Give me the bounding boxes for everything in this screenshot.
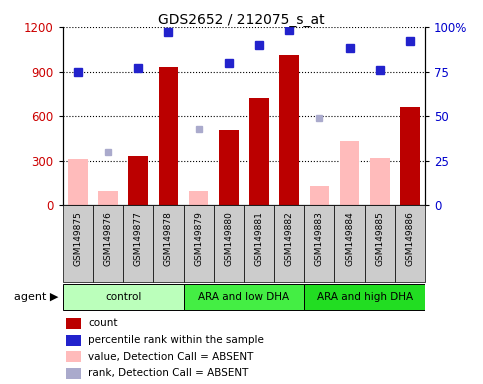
Text: GSM149881: GSM149881 — [255, 212, 264, 266]
Bar — [279, 55, 299, 205]
Text: GSM149875: GSM149875 — [73, 212, 83, 266]
Bar — [213, 205, 244, 282]
Bar — [67, 351, 81, 362]
Bar — [400, 107, 420, 205]
Bar — [158, 67, 178, 205]
Bar — [304, 284, 425, 310]
Text: rank, Detection Call = ABSENT: rank, Detection Call = ABSENT — [88, 368, 249, 378]
Text: GSM149886: GSM149886 — [405, 212, 414, 266]
Bar — [68, 159, 88, 205]
Bar — [249, 98, 269, 205]
Text: ARA and low DHA: ARA and low DHA — [199, 291, 289, 302]
Text: control: control — [105, 291, 142, 302]
Bar — [154, 205, 184, 282]
Text: GSM149883: GSM149883 — [315, 212, 324, 266]
Text: ARA and high DHA: ARA and high DHA — [316, 291, 413, 302]
Text: value, Detection Call = ABSENT: value, Detection Call = ABSENT — [88, 352, 254, 362]
Text: GDS2652 / 212075_s_at: GDS2652 / 212075_s_at — [158, 13, 325, 27]
Text: GSM149880: GSM149880 — [224, 212, 233, 266]
Bar — [219, 129, 239, 205]
Bar — [98, 191, 118, 205]
Bar — [63, 205, 93, 282]
Bar — [244, 205, 274, 282]
Text: GSM149879: GSM149879 — [194, 212, 203, 266]
Bar — [67, 368, 81, 379]
Bar — [340, 141, 359, 205]
Text: GSM149878: GSM149878 — [164, 212, 173, 266]
Bar — [128, 156, 148, 205]
Text: agent ▶: agent ▶ — [14, 291, 58, 302]
Bar — [274, 205, 304, 282]
Text: count: count — [88, 318, 118, 328]
Bar — [310, 186, 329, 205]
Bar — [334, 205, 365, 282]
Bar — [184, 205, 213, 282]
Text: percentile rank within the sample: percentile rank within the sample — [88, 335, 264, 345]
Text: GSM149884: GSM149884 — [345, 212, 354, 266]
Bar — [304, 205, 334, 282]
Text: GSM149882: GSM149882 — [284, 212, 294, 266]
Text: GSM149876: GSM149876 — [103, 212, 113, 266]
Text: GSM149885: GSM149885 — [375, 212, 384, 266]
Bar — [395, 205, 425, 282]
Bar — [67, 318, 81, 329]
Text: GSM149877: GSM149877 — [134, 212, 143, 266]
Bar — [365, 205, 395, 282]
Bar — [67, 334, 81, 346]
Bar — [123, 205, 154, 282]
Bar — [189, 190, 209, 205]
Bar — [370, 158, 390, 205]
Bar — [63, 284, 184, 310]
Bar — [184, 284, 304, 310]
Bar — [93, 205, 123, 282]
